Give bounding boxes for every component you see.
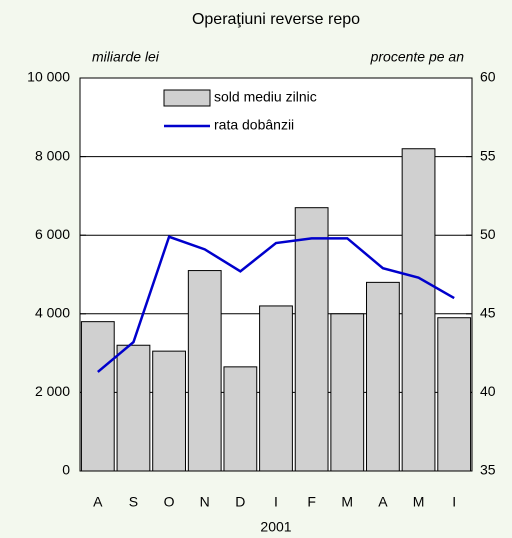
- bar: [366, 281, 400, 472]
- bar: [80, 321, 115, 472]
- y2-tick-label: 50: [480, 226, 496, 242]
- x-tick-label: M: [341, 494, 353, 510]
- y2-tick-label: 60: [480, 69, 496, 85]
- legend-label: sold mediu zilnic: [214, 89, 317, 105]
- chart-title: Operaţiuni reverse repo: [192, 11, 360, 28]
- x-tick-label: M: [413, 494, 425, 510]
- bar: [223, 366, 258, 472]
- x-tick-label: D: [235, 494, 245, 510]
- x-annotation: 2001: [260, 519, 291, 535]
- bar: [152, 350, 186, 472]
- y2-tick-label: 35: [480, 462, 496, 478]
- bar: [294, 207, 329, 472]
- y-tick-label: 4 000: [35, 305, 70, 321]
- x-tick-label: O: [164, 494, 175, 510]
- y-tick-label: 0: [62, 462, 70, 478]
- y2-tick-label: 45: [480, 305, 496, 321]
- y2-axis-label: procente pe an: [370, 49, 465, 65]
- line: [97, 235, 455, 373]
- y-axis-label: miliarde lei: [92, 49, 160, 65]
- y-tick-label: 2 000: [35, 383, 70, 399]
- bar: [259, 305, 293, 472]
- x-tick-label: N: [200, 494, 210, 510]
- x-tick-label: F: [307, 494, 316, 510]
- bar: [330, 313, 365, 472]
- y2-tick-label: 40: [480, 383, 496, 399]
- bar: [401, 148, 436, 472]
- x-tick-label: S: [129, 494, 138, 510]
- bar: [437, 317, 472, 472]
- x-tick-label: A: [378, 494, 388, 510]
- bar: [116, 344, 151, 472]
- y-tick-label: 8 000: [35, 147, 70, 163]
- x-tick-label: I: [452, 494, 456, 510]
- legend-swatch: [163, 89, 211, 107]
- x-tick-label: I: [274, 494, 278, 510]
- y-tick-label: 6 000: [35, 226, 70, 242]
- y-tick-label: 10 000: [27, 69, 70, 85]
- bar: [187, 270, 222, 472]
- y2-tick-label: 55: [480, 147, 496, 163]
- plot-frame: [79, 77, 473, 472]
- legend-label: rata dobânzii: [214, 117, 294, 133]
- x-tick-label: A: [93, 494, 103, 510]
